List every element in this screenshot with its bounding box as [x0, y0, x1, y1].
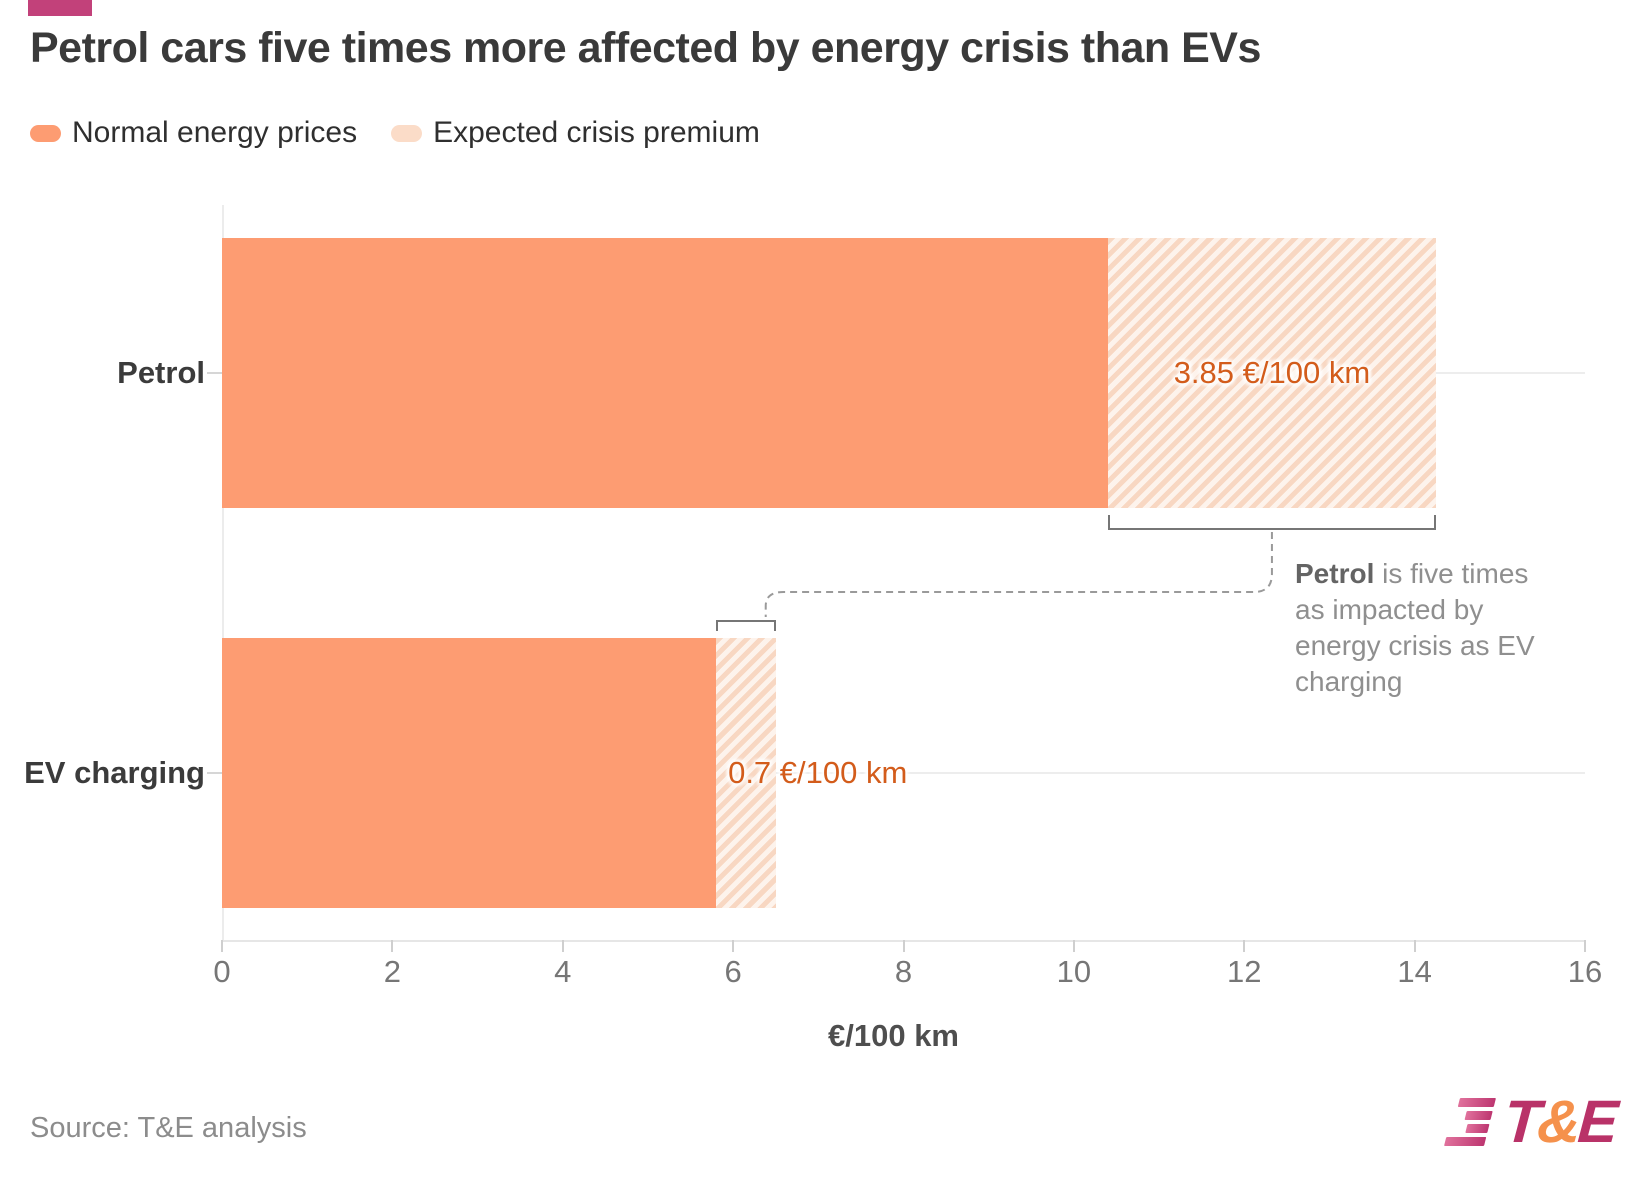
- te-logo: T&E: [1443, 1088, 1621, 1155]
- x-tick-mark: [902, 940, 905, 952]
- x-tick-label: 12: [1227, 954, 1262, 989]
- x-tick-label: 0: [213, 954, 231, 989]
- x-tick-label: 16: [1567, 954, 1603, 989]
- bracket-ev-premium: [716, 620, 776, 631]
- x-tick-mark: [1243, 940, 1246, 952]
- x-axis-title: €/100 km: [828, 1018, 959, 1053]
- x-tick-mark: [221, 940, 223, 952]
- x-tick-mark: [1413, 940, 1416, 952]
- value-label-ev-premium: 0.7 €/100 km: [728, 755, 908, 790]
- legend-item-premium: Expected crisis premium: [391, 116, 760, 150]
- x-tick-mark: [732, 940, 735, 952]
- brand-mark: [28, 0, 92, 16]
- x-tick-label: 8: [894, 954, 913, 989]
- x-tick-mark: [1072, 940, 1075, 952]
- annotation-rest: is five times as impacted by energy cris…: [1295, 558, 1535, 697]
- bracket-petrol-premium: [1107, 515, 1436, 530]
- category-label-ev: EV charging: [24, 755, 205, 790]
- chart-title: Petrol cars five times more affected by …: [30, 24, 1261, 72]
- legend-item-normal: Normal energy prices: [30, 116, 357, 150]
- gridline-ev-row: [222, 772, 1585, 774]
- category-label-petrol: Petrol: [117, 355, 205, 390]
- annotation-bold: Petrol: [1295, 558, 1375, 589]
- legend: Normal energy prices Expected crisis pre…: [30, 116, 760, 150]
- bar-petrol-normal: [222, 238, 1108, 508]
- x-tick-mark: [391, 940, 394, 952]
- annotation-text: Petrol is five times as impacted by ener…: [1295, 556, 1547, 700]
- x-tick-label: 10: [1056, 954, 1092, 989]
- value-label-petrol-premium: 3.85 €/100 km: [1173, 355, 1371, 390]
- source-text: Source: T&E analysis: [30, 1112, 307, 1144]
- legend-swatch-premium: [391, 124, 423, 142]
- y-axis-zero-line: [222, 205, 224, 940]
- category-tick-petrol: [207, 372, 222, 374]
- te-flag-icon: [1443, 1098, 1496, 1146]
- x-tick-label: 4: [554, 954, 572, 989]
- te-logo-text: T&E: [1501, 1088, 1621, 1155]
- x-tick-mark: [1584, 940, 1586, 952]
- bar-ev-normal: [222, 638, 717, 908]
- x-tick-label: 2: [383, 954, 401, 989]
- legend-swatch-normal: [30, 124, 61, 142]
- category-tick-ev: [207, 772, 222, 774]
- x-tick-mark: [561, 940, 564, 952]
- bar-ev-premium: [716, 638, 776, 908]
- bar-petrol-premium: [1107, 238, 1436, 508]
- x-tick-label: 14: [1397, 954, 1432, 989]
- legend-label-normal: Normal energy prices: [72, 116, 358, 149]
- x-tick-label: 6: [724, 954, 742, 989]
- legend-label-premium: Expected crisis premium: [433, 116, 760, 149]
